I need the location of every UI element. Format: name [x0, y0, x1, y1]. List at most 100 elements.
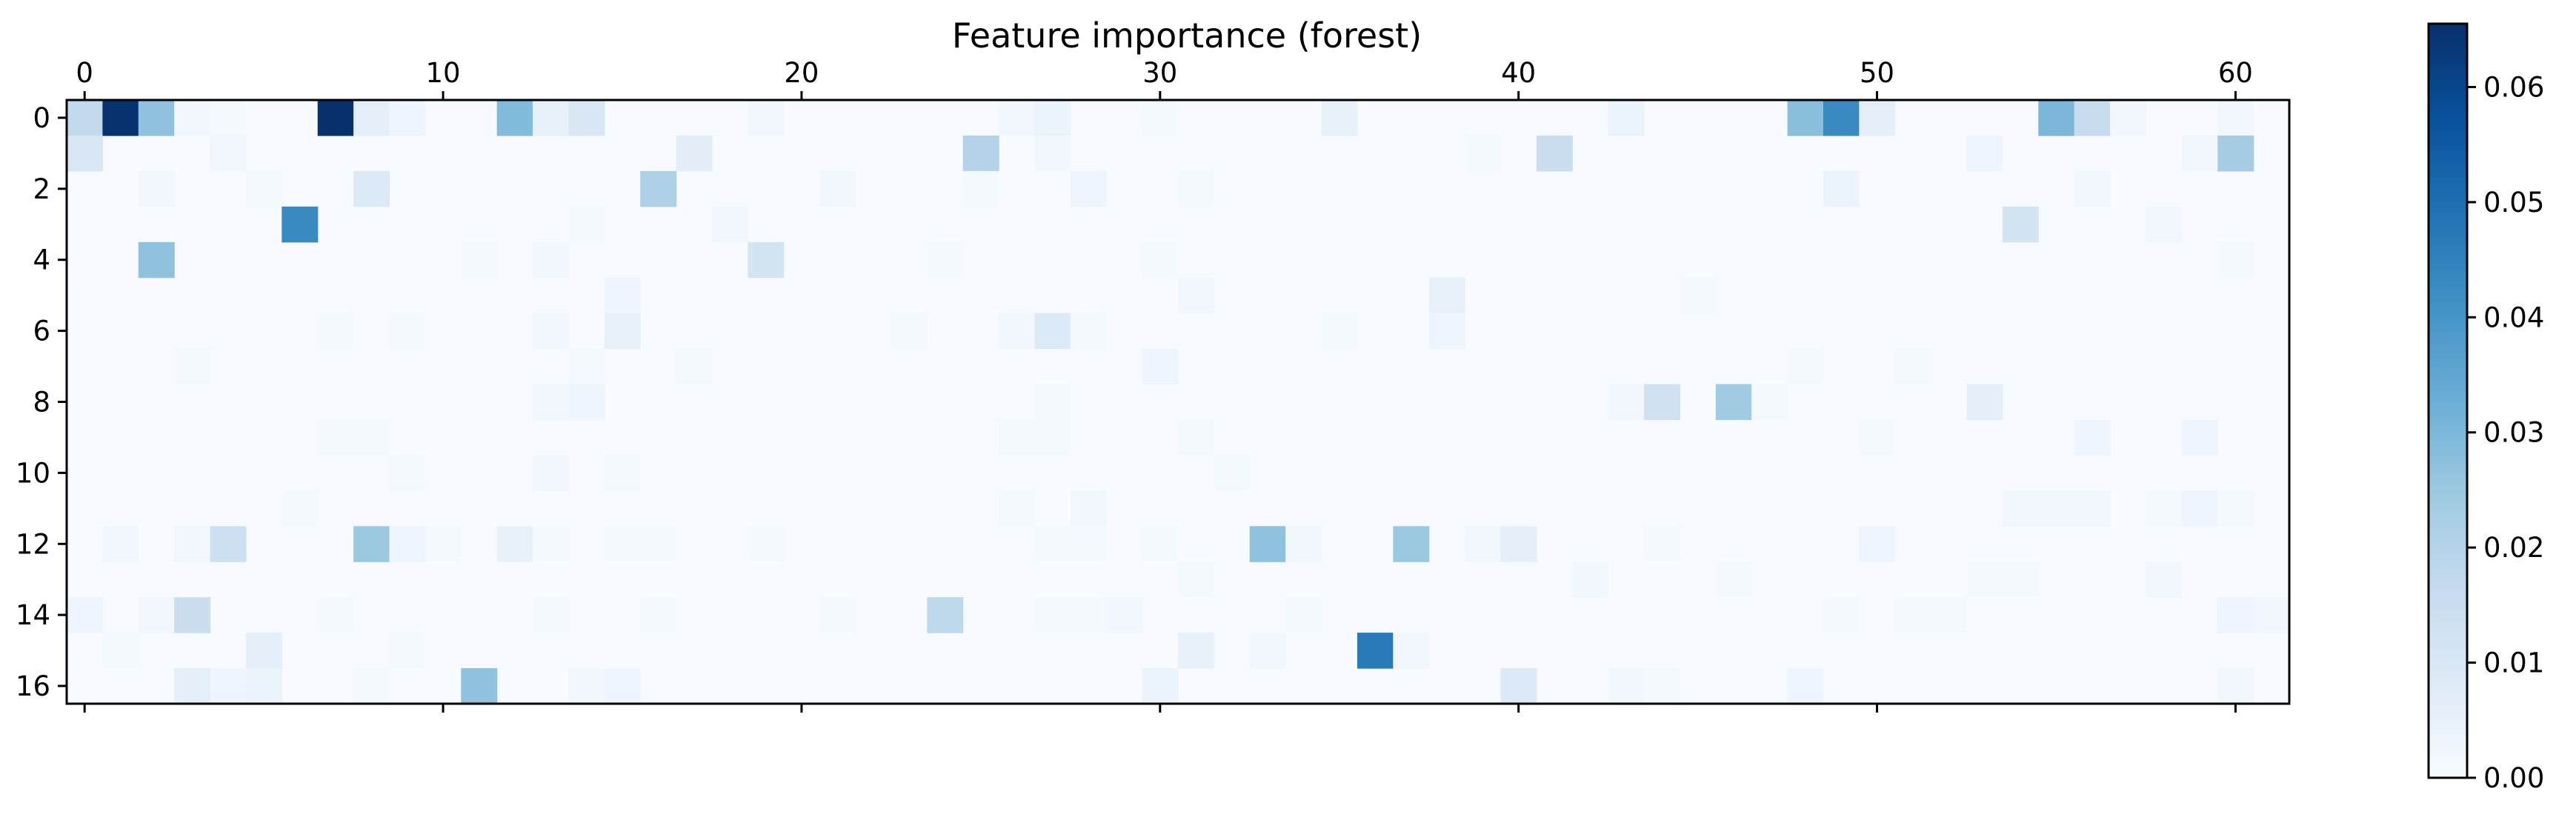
heatmap-cell	[1787, 668, 1824, 704]
heatmap-cell	[1608, 384, 1645, 421]
heatmap-cell	[245, 668, 282, 704]
y-axis: 0 2 4 6 8 10 12 14 16	[16, 102, 67, 702]
heatmap-cell	[533, 100, 570, 136]
x-axis-bottom	[83, 704, 2237, 713]
colorbar-gradient	[2427, 22, 2469, 779]
heatmap-cell	[1178, 277, 1214, 314]
heatmap-cell	[425, 526, 462, 562]
heatmap-cell	[210, 526, 247, 562]
heatmap-cell	[2038, 100, 2075, 136]
heatmap-cell	[353, 170, 390, 207]
heatmap-cell	[389, 100, 426, 136]
heatmap-cell	[604, 313, 641, 350]
heatmap-cell	[999, 313, 1036, 350]
heatmap-cell	[1070, 597, 1107, 633]
heatmap-cell	[1859, 100, 1896, 136]
heatmap-cell	[67, 100, 103, 136]
heatmap-cell	[1142, 526, 1179, 562]
heatmap-cell	[533, 313, 570, 350]
heatmap-cell	[533, 384, 570, 421]
heatmap-cell	[1070, 170, 1107, 207]
heatmap-cell	[102, 100, 139, 136]
heatmap-cell	[317, 419, 354, 456]
heatmap-cell	[317, 100, 354, 136]
heatmap-cell	[1285, 597, 1322, 633]
heatmap-cell	[2217, 668, 2254, 704]
heatmap-cell	[891, 313, 928, 350]
heatmap-cell	[2217, 100, 2254, 136]
heatmap-cell	[1680, 277, 1717, 314]
colorbar-tick-label: 0.05	[2483, 187, 2544, 219]
heatmap-cell	[568, 384, 605, 421]
heatmap-cell	[1249, 526, 1286, 562]
heatmap-cell	[282, 490, 319, 527]
x-tick-label: 20	[784, 57, 819, 89]
heatmap-cell	[1321, 313, 1358, 350]
heatmap-cell	[174, 526, 211, 562]
heatmap-cell	[174, 100, 211, 136]
heatmap-cell	[1034, 313, 1071, 350]
heatmap-cell	[640, 526, 677, 562]
heatmap-cell	[2074, 100, 2111, 136]
colorbar-tick-label: 0.00	[2483, 762, 2544, 794]
heatmap-cell	[604, 455, 641, 491]
colorbar-tick-label: 0.04	[2483, 301, 2544, 333]
heatmap-cell	[138, 170, 175, 207]
heatmap-cell	[1500, 526, 1537, 562]
heatmap-cell	[461, 668, 498, 704]
heatmap-cell	[210, 135, 247, 172]
colorbar-tick-label: 0.01	[2483, 647, 2544, 679]
heatmap-cell	[1894, 348, 1931, 385]
heatmap-cell	[676, 135, 713, 172]
heatmap-cell	[1285, 526, 1322, 562]
heatmap-cell	[533, 597, 570, 633]
heatmap-cell	[2217, 135, 2254, 172]
heatmap-cell	[1428, 277, 1465, 314]
heatmap-cell	[1034, 597, 1071, 633]
heatmap-cell	[353, 668, 390, 704]
heatmap-cell	[533, 455, 570, 491]
y-tick-label: 4	[33, 244, 50, 276]
heatmap-cell	[1393, 526, 1430, 562]
heatmap-cell	[1178, 633, 1214, 669]
heatmap-cell	[1178, 170, 1214, 207]
heatmap-cell	[1859, 526, 1896, 562]
y-tick-label: 12	[16, 528, 50, 560]
x-tick-label: 40	[1501, 57, 1536, 89]
heatmap-cell	[174, 597, 211, 633]
heatmap-cell	[568, 100, 605, 136]
heatmap-cell	[2074, 490, 2111, 527]
heatmap-cell	[1966, 561, 2003, 598]
heatmap-cell	[1142, 348, 1179, 385]
heatmap-cell	[1787, 348, 1824, 385]
heatmap-cell	[1715, 384, 1752, 421]
x-tick-label: 0	[76, 57, 93, 89]
heatmap-cell	[2253, 597, 2290, 633]
heatmap-cell	[819, 597, 856, 633]
heatmap-cell	[282, 206, 319, 243]
x-axis-top: 0 10 20 30 40 50 60	[76, 57, 2253, 100]
heatmap-cell	[1142, 668, 1179, 704]
heatmap-cell	[1070, 526, 1107, 562]
heatmap-cell	[2217, 241, 2254, 279]
colorbar-tick-label: 0.03	[2483, 417, 2544, 449]
heatmap-cell	[604, 526, 641, 562]
heatmap-cell	[1106, 597, 1143, 633]
chart-title: Feature importance (forest)	[952, 16, 1422, 56]
heatmap-cell	[640, 597, 677, 633]
x-tick-label: 10	[426, 57, 461, 89]
heatmap-cell	[174, 348, 211, 385]
heatmap-cell	[533, 241, 570, 279]
heatmap-cell	[138, 597, 175, 633]
heatmap-cell	[138, 241, 175, 279]
heatmap-cell	[1034, 526, 1071, 562]
heatmap-cell	[2002, 561, 2039, 598]
heatmap-cell	[962, 135, 999, 172]
heatmap-cell	[1966, 135, 2003, 172]
heatmap-cell	[962, 170, 999, 207]
heatmap-cell	[568, 206, 605, 243]
heatmap-cell	[1321, 100, 1358, 136]
heatmap-cell	[1608, 668, 1645, 704]
heatmap-cell	[2146, 206, 2183, 243]
